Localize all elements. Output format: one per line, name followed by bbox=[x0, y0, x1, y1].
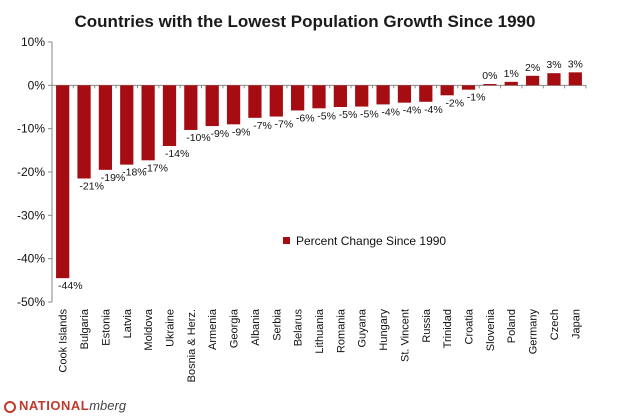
bar bbox=[291, 85, 305, 111]
bar bbox=[269, 85, 283, 117]
data-label: 1% bbox=[504, 68, 519, 80]
data-label: 0% bbox=[482, 70, 497, 82]
x-axis-labels: Cook Islands Bulgaria Estonia Latvia Moldova… bbox=[58, 308, 583, 382]
x-category-label: Japan bbox=[570, 309, 582, 339]
bar-chart: Countries with the Lowest Population Gro… bbox=[17, 12, 587, 382]
x-category-label: Trinidad bbox=[442, 309, 454, 348]
bar bbox=[248, 85, 262, 118]
x-category-label: Russia bbox=[421, 308, 433, 343]
y-tick-label: 0% bbox=[28, 78, 46, 92]
data-label: -4% bbox=[403, 105, 422, 117]
data-label: -10% bbox=[186, 132, 211, 144]
x-category-label: Romania bbox=[335, 308, 347, 353]
bar bbox=[77, 85, 91, 179]
bar bbox=[419, 85, 433, 102]
watermark-suffix: mberg bbox=[89, 398, 127, 413]
y-tick-label: -50% bbox=[17, 295, 45, 309]
globe-icon bbox=[4, 401, 16, 413]
bar bbox=[355, 85, 369, 107]
data-label: -6% bbox=[296, 112, 315, 124]
x-category-label: Georgia bbox=[229, 308, 241, 348]
x-category-label: Slovenia bbox=[485, 308, 497, 351]
bar bbox=[141, 85, 155, 161]
data-label: -44% bbox=[58, 280, 83, 292]
data-label: -4% bbox=[424, 104, 443, 116]
y-tick-label: -20% bbox=[17, 165, 45, 179]
data-label: -9% bbox=[210, 128, 229, 140]
bar bbox=[376, 85, 390, 105]
x-category-label: Serbia bbox=[271, 308, 283, 341]
bars-group bbox=[56, 72, 582, 279]
chart-title: Countries with the Lowest Population Gro… bbox=[75, 12, 536, 31]
bar bbox=[568, 72, 582, 86]
bar bbox=[184, 85, 198, 130]
bar bbox=[312, 85, 326, 109]
x-category-label: Moldova bbox=[143, 308, 155, 350]
bar bbox=[226, 85, 241, 125]
x-category-label: Guyana bbox=[357, 308, 369, 347]
bar bbox=[397, 85, 412, 103]
data-label: -1% bbox=[467, 92, 486, 104]
x-category-label: Bulgaria bbox=[79, 308, 91, 349]
watermark-brand: NATIONAL bbox=[19, 398, 90, 413]
x-category-label: Armenia bbox=[207, 308, 219, 350]
x-category-label: Poland bbox=[506, 309, 518, 343]
bar bbox=[98, 85, 113, 170]
bar bbox=[205, 85, 219, 127]
x-category-label: Germany bbox=[528, 309, 540, 355]
bar bbox=[56, 85, 70, 279]
data-label: -17% bbox=[143, 162, 168, 174]
x-category-label: Czech bbox=[549, 309, 561, 340]
x-category-label: Ukraine bbox=[164, 309, 176, 347]
data-label: -7% bbox=[253, 120, 272, 132]
x-category-label: Estonia bbox=[100, 308, 112, 346]
x-category-label: Croatia bbox=[464, 308, 476, 344]
x-category-label: Bosnia & Herz. bbox=[186, 309, 198, 382]
data-label: 2% bbox=[525, 62, 540, 74]
data-label: -9% bbox=[232, 126, 251, 138]
x-category-label: Belarus bbox=[293, 309, 305, 347]
bar bbox=[504, 81, 518, 86]
bar bbox=[162, 85, 177, 146]
data-label: -18% bbox=[122, 167, 147, 179]
data-label: -5% bbox=[317, 110, 336, 122]
y-tick-label: -10% bbox=[17, 122, 45, 136]
x-category-label: Latvia bbox=[122, 308, 134, 338]
bar bbox=[440, 85, 454, 96]
legend-swatch bbox=[283, 237, 290, 244]
data-label: -14% bbox=[165, 148, 190, 160]
data-label: -4% bbox=[381, 106, 400, 118]
data-labels-group: -44%-21%-19%-18%-17%-14%-10% -9% -9%-7% -7%… bbox=[58, 58, 583, 292]
legend-label: Percent Change Since 1990 bbox=[296, 234, 446, 248]
x-category-label: Lithuania bbox=[314, 308, 326, 354]
x-category-label: St. Vincent bbox=[399, 309, 411, 362]
x-category-label: Cook Islands bbox=[58, 309, 70, 373]
data-label: 3% bbox=[546, 59, 561, 71]
data-label: -5% bbox=[360, 109, 379, 121]
data-label: -21% bbox=[79, 181, 104, 193]
y-tick-label: -40% bbox=[17, 252, 45, 266]
data-label: 3% bbox=[568, 58, 583, 70]
bar bbox=[525, 75, 540, 86]
x-category-label: Hungary bbox=[378, 309, 390, 351]
legend: Percent Change Since 1990 bbox=[283, 234, 446, 248]
data-label: -7% bbox=[275, 119, 294, 131]
bar bbox=[547, 73, 561, 86]
y-tick-label: -30% bbox=[17, 208, 45, 222]
y-tick-label: 10% bbox=[21, 35, 45, 49]
bar bbox=[120, 85, 134, 165]
watermark: NATIONALmberg bbox=[4, 398, 126, 413]
bar bbox=[483, 84, 497, 86]
x-category-label: Albania bbox=[250, 308, 262, 346]
bar bbox=[461, 85, 476, 90]
data-label: -2% bbox=[445, 97, 464, 109]
bar bbox=[333, 85, 347, 107]
data-label: -19% bbox=[101, 172, 126, 184]
data-label: -5% bbox=[339, 109, 358, 121]
